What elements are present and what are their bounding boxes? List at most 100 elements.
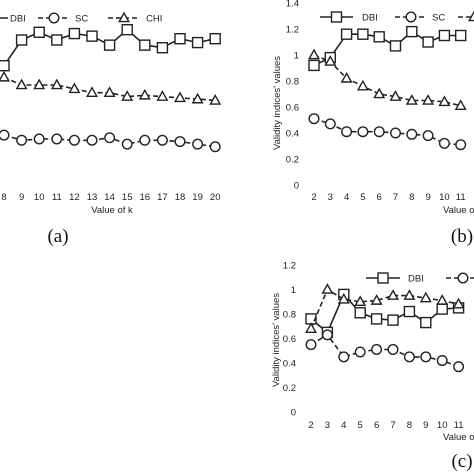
data-point-dbi bbox=[389, 40, 402, 52]
y-tick-label: 1.2 bbox=[286, 25, 299, 36]
data-point-chi bbox=[373, 87, 386, 99]
x-tick-label: 3 bbox=[325, 420, 330, 431]
legend-marker-chi bbox=[468, 10, 474, 22]
data-point-sc bbox=[51, 133, 63, 145]
data-point-sc bbox=[453, 361, 465, 373]
x-tick-label: 12 bbox=[69, 192, 80, 203]
data-point-dbi bbox=[308, 59, 320, 72]
data-point-chi bbox=[174, 91, 186, 103]
data-point-sc bbox=[438, 137, 450, 149]
data-point-chi bbox=[33, 78, 46, 90]
data-point-sc bbox=[308, 113, 320, 125]
data-point-sc bbox=[121, 138, 133, 150]
data-point-sc bbox=[403, 351, 415, 363]
data-point-dbi bbox=[86, 30, 98, 42]
legend-label-dbi: DBI bbox=[362, 13, 378, 24]
x-axis-title: Value o bbox=[443, 205, 474, 216]
data-point-chi bbox=[370, 294, 383, 305]
data-point-dbi bbox=[436, 303, 448, 315]
data-point-dbi bbox=[340, 28, 353, 40]
data-point-sc bbox=[436, 355, 448, 367]
data-point-dbi bbox=[33, 26, 45, 38]
data-point-dbi bbox=[209, 33, 221, 45]
data-point-sc bbox=[373, 126, 385, 138]
data-point-sc bbox=[387, 344, 399, 356]
data-point-chi bbox=[387, 289, 399, 300]
x-tick-label: 16 bbox=[140, 192, 151, 203]
data-point-chi bbox=[308, 48, 320, 60]
data-point-dbi bbox=[420, 316, 432, 329]
x-tick-label: 18 bbox=[175, 192, 186, 203]
data-point-dbi bbox=[438, 29, 451, 42]
data-point-sc bbox=[354, 346, 366, 358]
data-point-chi bbox=[191, 92, 204, 104]
x-tick-label: 11 bbox=[454, 420, 464, 431]
panel-a: 8 9 10 11 12 13 14 15 16 17 18 19 20 Value of k DBI SC C… bbox=[0, 11, 222, 216]
data-point-sc bbox=[422, 130, 434, 142]
legend-label-chi: CHI bbox=[146, 14, 162, 25]
x-tick-label: 11 bbox=[456, 192, 466, 203]
y-tick-label: 0.8 bbox=[286, 77, 299, 88]
series-line-sc bbox=[313, 117, 461, 146]
x-tick-label: 9 bbox=[423, 420, 428, 431]
y-tick-label: 1 bbox=[291, 285, 296, 296]
x-tick-label: 5 bbox=[360, 192, 365, 203]
data-point-chi bbox=[340, 71, 353, 83]
data-point-chi bbox=[103, 86, 116, 98]
data-point-sc bbox=[305, 339, 317, 351]
data-point-chi bbox=[354, 295, 367, 307]
data-point-dbi bbox=[191, 36, 204, 49]
legend-marker-dbi bbox=[330, 11, 343, 23]
series-line-dbi bbox=[310, 292, 459, 334]
panel-b: 0 0.2 0.4 0.6 0.8 1 1.2 1.4 Validity indices' va… bbox=[272, 0, 474, 216]
y-tick-label: 0 bbox=[291, 408, 296, 419]
data-point-chi bbox=[403, 289, 416, 300]
x-tick-label: 6 bbox=[374, 420, 379, 431]
data-point-dbi bbox=[406, 25, 418, 38]
legend-label-sc: SC bbox=[432, 13, 445, 24]
data-point-chi bbox=[438, 95, 451, 107]
legend-marker-sc bbox=[457, 272, 469, 284]
legend-marker-dbi bbox=[377, 272, 389, 284]
panel-label-c: (c) bbox=[451, 451, 472, 472]
legend-label-dbi: DBI bbox=[408, 274, 424, 285]
data-point-chi bbox=[156, 90, 169, 101]
y-tick-label: 0 bbox=[294, 181, 299, 192]
x-tick-label: 10 bbox=[437, 420, 448, 431]
data-point-dbi bbox=[357, 28, 369, 40]
data-point-chi bbox=[454, 99, 467, 111]
data-point-dbi bbox=[139, 39, 151, 51]
series-line-dbi bbox=[313, 30, 461, 67]
plot-area bbox=[308, 25, 467, 151]
x-tick-label: 10 bbox=[439, 192, 450, 203]
data-point-sc bbox=[68, 134, 80, 146]
data-point-sc bbox=[209, 141, 221, 153]
data-point-dbi bbox=[51, 34, 63, 46]
data-point-sc bbox=[341, 126, 353, 138]
data-point-chi bbox=[50, 78, 63, 90]
data-point-chi bbox=[15, 78, 28, 90]
x-tick-label: 2 bbox=[308, 420, 313, 431]
data-point-chi bbox=[419, 291, 432, 303]
x-tick-label: 11 bbox=[52, 192, 62, 203]
data-point-dbi bbox=[422, 36, 434, 48]
data-point-sc bbox=[406, 128, 418, 140]
data-point-sc bbox=[16, 134, 28, 146]
series-line-sc bbox=[310, 333, 459, 368]
x-tick-label: 2 bbox=[311, 192, 316, 203]
data-point-chi bbox=[422, 94, 435, 105]
legend-marker-sc bbox=[48, 12, 60, 24]
x-tick-label: 17 bbox=[157, 192, 168, 203]
y-axis-title: Validity indices' values bbox=[271, 293, 282, 387]
data-point-sc bbox=[371, 344, 383, 356]
data-point-sc bbox=[321, 329, 333, 341]
x-axis-title: Value of k bbox=[91, 205, 133, 216]
data-point-sc bbox=[86, 134, 98, 146]
data-point-sc bbox=[420, 351, 432, 363]
data-point-sc bbox=[390, 127, 402, 139]
data-point-sc bbox=[104, 132, 116, 144]
data-point-chi bbox=[305, 322, 317, 333]
data-point-chi bbox=[356, 79, 369, 91]
